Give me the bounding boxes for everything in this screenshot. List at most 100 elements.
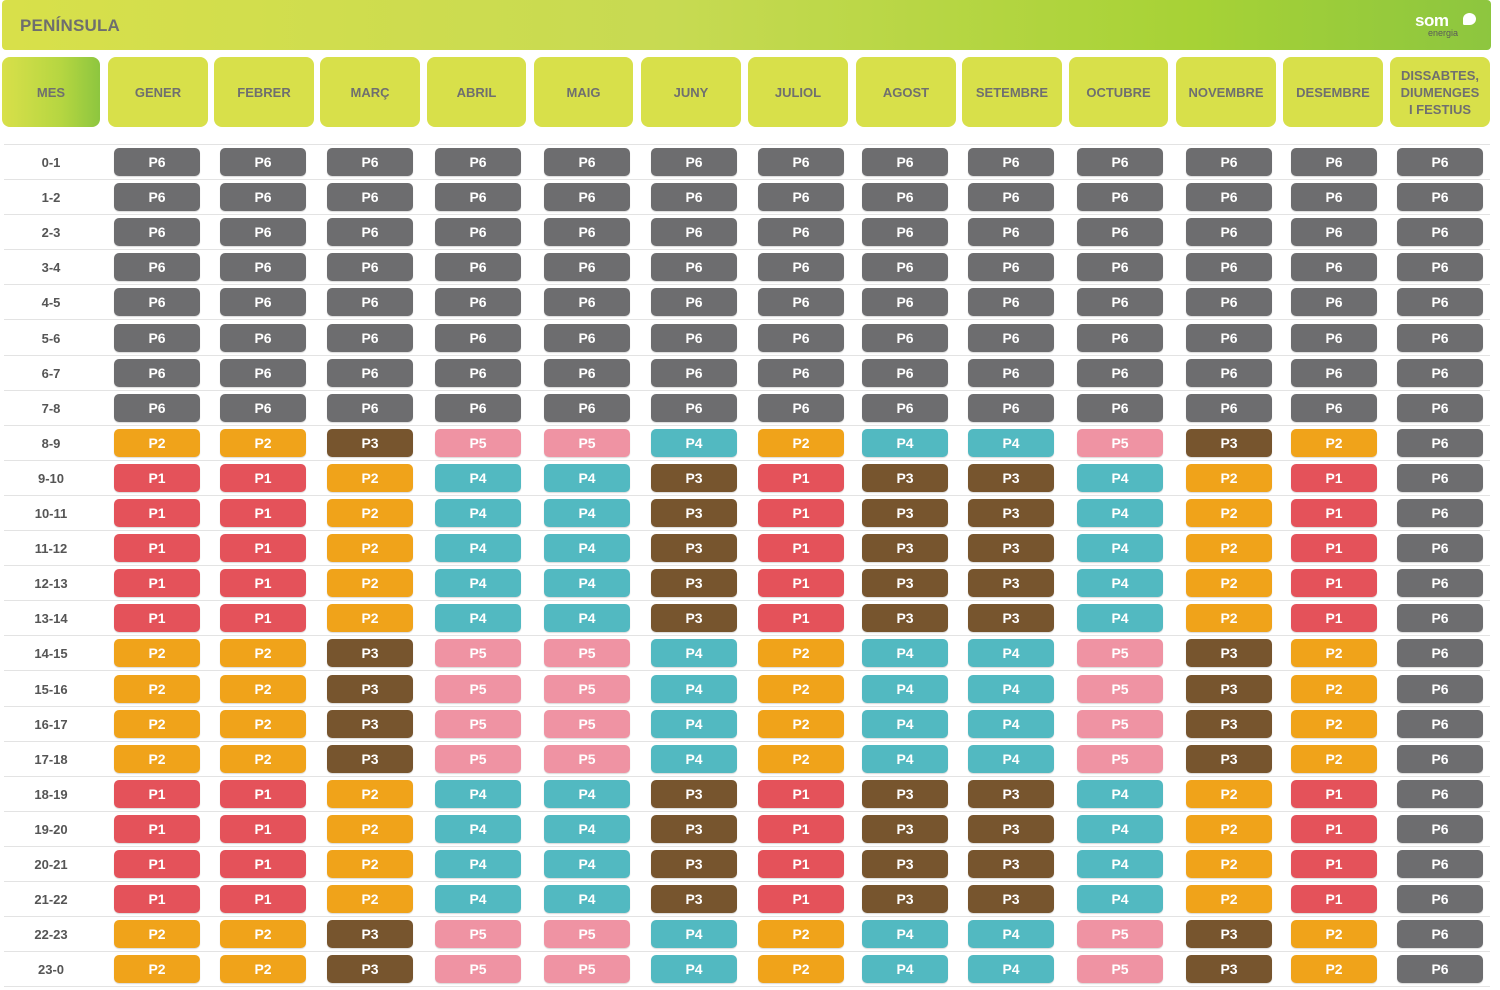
period-badge: P4 bbox=[1077, 814, 1163, 843]
period-badge: P6 bbox=[1291, 183, 1377, 212]
period-badge: P6 bbox=[651, 183, 737, 212]
hour-label: 15-16 bbox=[34, 681, 68, 697]
hour-label: 11-12 bbox=[34, 541, 68, 557]
period-badge: P4 bbox=[435, 534, 521, 563]
period-badge: P6 bbox=[862, 183, 948, 212]
period-badge: P6 bbox=[327, 288, 413, 317]
period-badge: P6 bbox=[1077, 323, 1163, 352]
period-badge: P2 bbox=[114, 639, 200, 668]
period-badge: P4 bbox=[1077, 534, 1163, 563]
period-badge: P3 bbox=[651, 850, 737, 878]
hour-label: 18-19 bbox=[34, 786, 68, 802]
period-badge: P2 bbox=[1186, 885, 1272, 914]
period-badge: P2 bbox=[1186, 850, 1272, 878]
period-badge: P6 bbox=[544, 183, 630, 212]
period-badge: P1 bbox=[1291, 779, 1377, 808]
period-badge: P6 bbox=[1291, 323, 1377, 352]
period-badge: P1 bbox=[758, 569, 844, 598]
period-badge: P6 bbox=[1186, 218, 1272, 247]
period-badge: P6 bbox=[114, 253, 200, 282]
period-badge: P6 bbox=[1291, 148, 1377, 176]
period-badge: P2 bbox=[114, 709, 200, 738]
period-badge: P4 bbox=[968, 955, 1054, 984]
period-badge: P5 bbox=[1077, 639, 1163, 668]
period-badge: P6 bbox=[862, 323, 948, 352]
period-badge: P5 bbox=[544, 920, 630, 949]
period-badge: P5 bbox=[435, 920, 521, 949]
period-badge: P3 bbox=[1186, 955, 1272, 984]
period-badge: P6 bbox=[435, 393, 521, 422]
period-badge: P6 bbox=[862, 358, 948, 387]
period-badge: P1 bbox=[114, 885, 200, 914]
period-badge: P3 bbox=[862, 499, 948, 527]
period-badge: P1 bbox=[220, 569, 306, 598]
table-row: 11-12 P1 P1 P2 P4 P4 P3 P1 P3 P3 P4 P2 P1 P6 bbox=[4, 531, 1490, 567]
hour-label: 6-7 bbox=[41, 365, 61, 381]
period-badge: P2 bbox=[758, 639, 844, 668]
period-badge: P4 bbox=[544, 779, 630, 808]
period-badge: P4 bbox=[968, 428, 1054, 457]
period-badge: P6 bbox=[1397, 709, 1483, 738]
period-badge: P4 bbox=[651, 428, 737, 457]
period-badge: P6 bbox=[220, 218, 306, 247]
period-badge: P5 bbox=[544, 744, 630, 773]
period-badge: P3 bbox=[651, 814, 737, 843]
period-badge: P4 bbox=[862, 920, 948, 949]
hour-label: 14-15 bbox=[34, 646, 68, 662]
header-month: MAIG bbox=[534, 57, 633, 127]
period-badge: P5 bbox=[435, 955, 521, 984]
table-row: 21-22 P1 P1 P2 P4 P4 P3 P1 P3 P3 P4 P2 P1 P6 bbox=[4, 882, 1490, 918]
period-badge: P2 bbox=[114, 428, 200, 457]
header-month: JULIOL bbox=[748, 57, 848, 127]
period-badge: P4 bbox=[1077, 779, 1163, 808]
period-badge: P6 bbox=[1077, 358, 1163, 387]
period-badge: P5 bbox=[544, 709, 630, 738]
period-badge: P6 bbox=[1397, 323, 1483, 352]
period-badge: P6 bbox=[435, 218, 521, 247]
period-badge: P6 bbox=[1291, 218, 1377, 247]
period-badge: P1 bbox=[114, 814, 200, 843]
title-banner: PENÍNSULA som energia bbox=[2, 0, 1491, 50]
period-badge: P3 bbox=[651, 569, 737, 598]
period-badge: P2 bbox=[1186, 463, 1272, 492]
period-badge: P2 bbox=[1186, 814, 1272, 843]
period-badge: P6 bbox=[1397, 253, 1483, 282]
period-badge: P6 bbox=[114, 393, 200, 422]
header-month: AGOST bbox=[856, 57, 956, 127]
period-badge: P3 bbox=[968, 779, 1054, 808]
table-row: 10-11 P1 P1 P2 P4 P4 P3 P1 P3 P3 P4 P2 P1 P6 bbox=[4, 496, 1490, 531]
period-badge: P6 bbox=[1186, 183, 1272, 212]
period-badge: P6 bbox=[1397, 183, 1483, 212]
period-badge: P6 bbox=[1397, 850, 1483, 878]
period-badge: P6 bbox=[435, 253, 521, 282]
table-row: 4-5 P6 P6 P6 P6 P6 P6 P6 P6 P6 P6 P6 P6 P6 bbox=[4, 285, 1490, 321]
period-badge: P6 bbox=[544, 358, 630, 387]
logo-subtext: energia bbox=[1428, 28, 1459, 38]
period-badge: P1 bbox=[220, 604, 306, 633]
period-badge: P1 bbox=[758, 814, 844, 843]
period-badge: P4 bbox=[968, 744, 1054, 773]
period-badge: P1 bbox=[1291, 814, 1377, 843]
period-badge: P3 bbox=[327, 639, 413, 668]
period-badge: P5 bbox=[435, 674, 521, 703]
period-badge: P4 bbox=[1077, 885, 1163, 914]
period-badge: P3 bbox=[1186, 709, 1272, 738]
period-badge: P6 bbox=[862, 288, 948, 317]
table-row: 22-23 P2 P2 P3 P5 P5 P4 P2 P4 P4 P5 P3 P2 P6 bbox=[4, 917, 1490, 953]
hour-label: 5-6 bbox=[41, 330, 61, 346]
period-badge: P3 bbox=[651, 463, 737, 492]
hour-label: 9-10 bbox=[37, 470, 65, 486]
period-badge: P6 bbox=[544, 393, 630, 422]
period-badge: P4 bbox=[435, 814, 521, 843]
period-badge: P1 bbox=[1291, 885, 1377, 914]
period-badge: P3 bbox=[651, 779, 737, 808]
period-badge: P6 bbox=[1397, 955, 1483, 984]
period-badge: P1 bbox=[758, 850, 844, 878]
period-badge: P5 bbox=[435, 639, 521, 668]
period-badge: P1 bbox=[220, 779, 306, 808]
period-badge: P6 bbox=[758, 148, 844, 176]
period-badge: P2 bbox=[1186, 604, 1272, 633]
header-month: MARÇ bbox=[320, 57, 420, 127]
period-badge: P6 bbox=[1291, 288, 1377, 317]
period-badge: P6 bbox=[1186, 393, 1272, 422]
